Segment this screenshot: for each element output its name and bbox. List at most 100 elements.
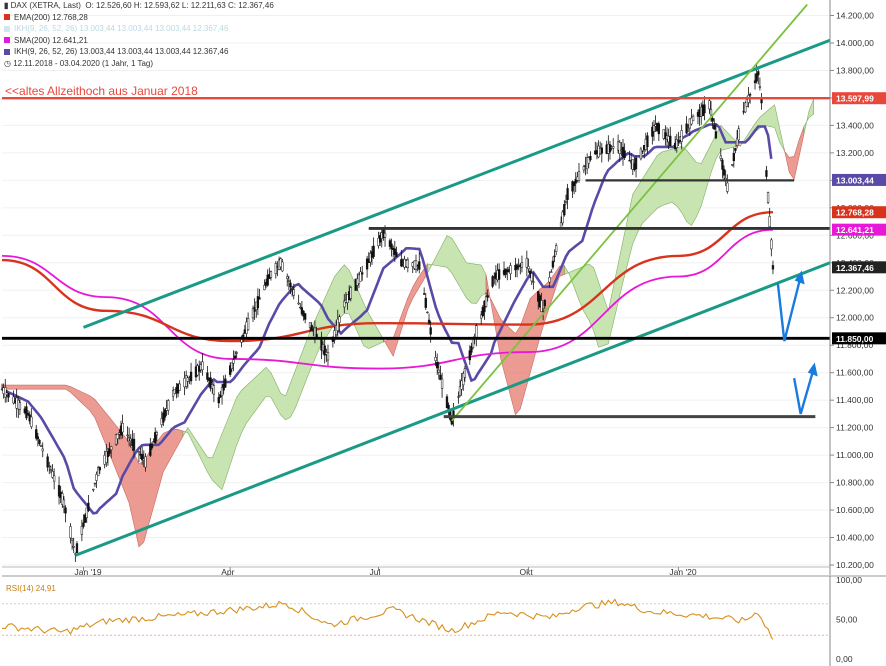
candle-body-120 [274,263,277,275]
candle-body-144 [326,352,330,361]
price-tick-label-16: 11.000,00 [836,450,873,460]
candle-body-90 [206,372,209,380]
candle-body-240 [548,277,551,283]
candle-body-271 [618,142,621,154]
sma-swatch-icon [4,37,10,44]
candle-body-187 [426,311,429,314]
candle-body-101 [230,362,233,370]
candle-body-194 [440,378,444,389]
candle-body-316 [721,159,724,170]
candle-body-294 [669,135,672,146]
candle-body-171 [390,243,393,249]
candle-body-36 [82,522,85,527]
candle-body-317 [722,168,726,176]
candle-body-32 [72,545,75,548]
candle-body-117 [266,274,269,286]
candle-body-103 [233,355,237,359]
price-tick-label-4: 13.400,00 [836,120,874,130]
candle-body-51 [116,433,119,439]
candle-body-192 [437,369,440,373]
ikh-swatch-icon [4,48,10,55]
candle-body-134 [304,313,307,320]
time-tick-label-1: Apr [221,567,234,577]
candle-body-124 [281,261,284,272]
candle-body-237 [540,300,543,312]
candle-body-146 [333,330,336,341]
sma200-line [1,228,773,370]
price-tick-label-10: 12.200,00 [836,285,874,295]
price-tag-4 [832,261,886,274]
candle-body-219 [497,269,501,280]
candle-body-179 [406,259,410,268]
candle-body-248 [564,201,568,203]
candle-body-94 [212,385,216,395]
candle-body-243 [553,255,556,258]
candle-body-297 [677,140,680,142]
ichimoku-cloud-segment-7 [740,104,785,152]
candle-body-332 [757,71,760,76]
candle-body-20 [46,456,49,468]
candle-body-55 [126,434,129,437]
ikh-faded-swatch-icon [4,25,10,32]
candle-body-136 [310,325,313,331]
candle-body-19 [41,448,44,452]
candle-body-304 [691,115,695,122]
candle-body-213 [484,296,488,307]
candle-body-238 [541,310,545,312]
candle-body-37 [83,514,87,523]
legend-ohlc: O: 12.526,60 H: 12.593,62 L: 12.211,63 C… [85,1,274,10]
time-tick-label-2: Jul [370,567,381,577]
candle-body-241 [550,271,553,273]
candle-body-339 [771,265,775,270]
candle-body-338 [770,239,773,250]
rsi-tick-label-1: 50,00 [836,615,858,625]
candle-body-29 [64,507,67,514]
candle-body-254 [577,171,581,181]
candle-body-190 [434,357,437,361]
candle-body-337 [768,216,771,227]
candle-body-247 [563,204,566,216]
price-tick-label-11: 12.000,00 [836,313,874,323]
candle-body-128 [290,288,294,290]
candle-body-246 [561,211,564,224]
candle-body-309 [703,104,706,114]
legend-ema: EMA(200) 12.768,28 [14,12,88,22]
candle-body-100 [229,365,232,375]
candle-body-97 [220,387,224,396]
candle-body-62 [141,453,144,461]
candle-body-231 [527,266,530,269]
price-tick-label-2: 13.800,00 [836,65,874,75]
time-tick-label-4: Jan '20 [669,567,696,577]
legend-ema-row: EMA(200) 12.768,28 [4,12,274,24]
candle-body-110 [251,308,255,319]
candle-body-336 [766,192,770,203]
ichimoku-cloud-segment-3 [427,235,487,304]
candle-body-41 [93,482,97,485]
candle-body-274 [623,150,626,159]
candle-body-40 [92,488,95,491]
candle-body-92 [209,377,212,389]
candle-body-64 [144,456,147,468]
candle-body-84 [189,371,193,382]
candle-body-191 [436,361,439,369]
candle-body-22 [49,469,53,472]
candle-body-330 [753,80,757,84]
candle-body-281 [641,150,644,152]
price-tick-label-18: 10.600,00 [836,505,874,515]
time-tick-label-3: Okt [519,567,533,577]
candle-body-206 [470,346,473,353]
candle-body-185 [422,293,426,295]
candle-body-193 [439,374,442,381]
candle-body-269 [612,146,615,149]
rsi-tick-label-2: 0,00 [836,654,853,664]
candle-body-233 [530,273,533,282]
price-tick-label-17: 10.800,00 [836,478,874,488]
candle-body-329 [748,94,752,96]
candle-body-21 [48,465,51,468]
candle-body-251 [572,181,576,187]
candle-body-24 [53,475,56,482]
candle-body-312 [711,118,714,122]
scenario-arrow-1-head [794,270,805,285]
candle-body-149 [338,316,341,323]
candle-body-31 [70,538,74,541]
